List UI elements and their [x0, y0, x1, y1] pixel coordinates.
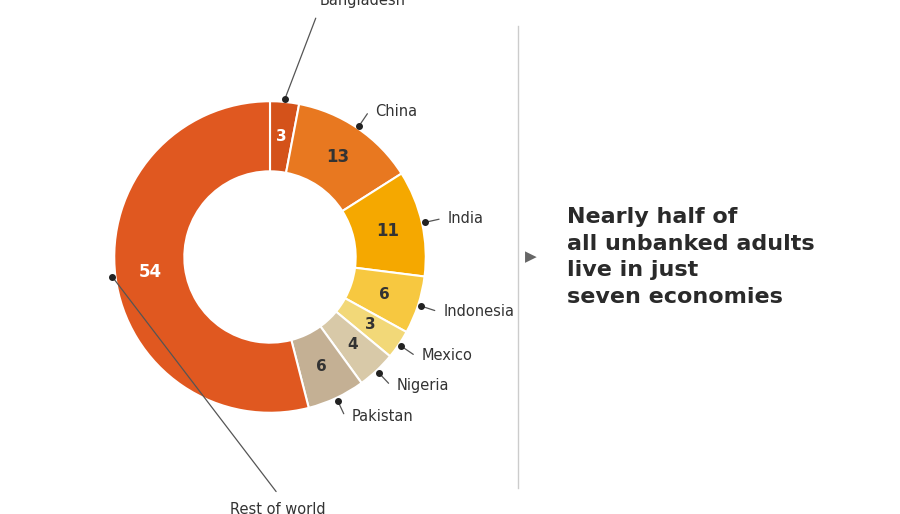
- Wedge shape: [286, 104, 401, 211]
- Wedge shape: [270, 101, 299, 173]
- Text: Mexico: Mexico: [422, 348, 472, 363]
- Text: Pakistan: Pakistan: [351, 409, 413, 424]
- Text: India: India: [448, 211, 484, 226]
- Text: 3: 3: [364, 317, 375, 333]
- Text: 6: 6: [380, 287, 391, 302]
- Text: Nigeria: Nigeria: [397, 378, 449, 393]
- Wedge shape: [114, 101, 309, 413]
- Text: Nearly half of
all unbanked adults
live in just
seven economies: Nearly half of all unbanked adults live …: [567, 208, 814, 306]
- Text: 3: 3: [276, 130, 287, 144]
- Text: 4: 4: [347, 338, 358, 353]
- Wedge shape: [336, 298, 407, 356]
- Text: Rest of world: Rest of world: [230, 502, 326, 514]
- Text: 6: 6: [316, 359, 327, 374]
- Text: 13: 13: [327, 148, 349, 166]
- Wedge shape: [342, 174, 426, 277]
- Wedge shape: [345, 268, 425, 332]
- Text: Indonesia: Indonesia: [444, 304, 515, 319]
- Wedge shape: [320, 311, 390, 383]
- Wedge shape: [292, 326, 362, 408]
- Text: Bangladesh: Bangladesh: [320, 0, 406, 8]
- Text: China: China: [375, 104, 418, 119]
- Text: 11: 11: [376, 222, 400, 240]
- Text: 54: 54: [139, 263, 162, 281]
- Text: ▶: ▶: [525, 249, 537, 265]
